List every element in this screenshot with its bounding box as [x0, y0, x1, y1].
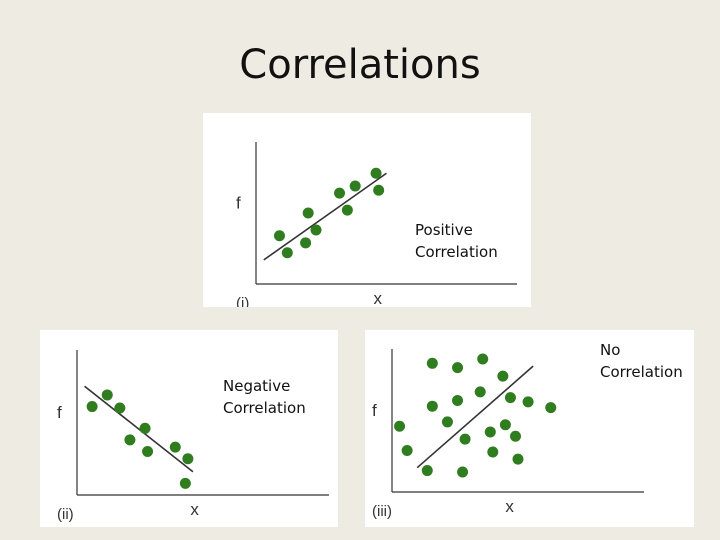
data-point: [300, 237, 312, 249]
x-axis-label: x: [373, 289, 382, 307]
annotation-line-2: Correlation: [223, 399, 306, 417]
data-point: [86, 401, 98, 413]
data-point: [522, 396, 534, 408]
data-point: [349, 180, 361, 192]
data-point: [394, 420, 406, 432]
data-point: [169, 441, 181, 453]
data-point: [484, 426, 496, 438]
data-point: [421, 465, 433, 477]
data-point: [341, 204, 353, 216]
data-point: [452, 362, 464, 374]
panel-label: (iii): [372, 503, 392, 520]
x-axis-label: x: [505, 497, 514, 516]
data-point: [477, 353, 489, 365]
data-point: [182, 453, 194, 465]
data-point: [457, 466, 469, 478]
data-point: [101, 389, 113, 401]
y-axis-label: f: [372, 401, 377, 420]
data-point: [499, 419, 511, 431]
data-point: [426, 400, 438, 412]
no-correlation-panel: f x (iii): [365, 330, 694, 527]
annotation-line-1: Positive: [415, 221, 473, 239]
data-point: [441, 416, 453, 428]
data-point: [273, 230, 285, 242]
data-point: [545, 402, 557, 414]
data-point: [509, 430, 521, 442]
no-correlation-chart: f x (iii): [372, 349, 644, 520]
data-point: [281, 247, 293, 259]
slide-title: Correlations: [239, 42, 481, 88]
y-axis-label: f: [57, 403, 62, 422]
data-point: [459, 433, 471, 445]
data-point: [142, 446, 154, 457]
x-axis-label: x: [190, 500, 199, 519]
data-point: [512, 453, 524, 465]
data-point: [139, 422, 151, 434]
trend-line: [416, 365, 534, 469]
data-point: [474, 386, 486, 398]
data-point: [370, 167, 382, 179]
data-point: [504, 392, 516, 404]
positive-correlation-chart: f x (i): [236, 142, 517, 307]
positive-correlation-panel: f x (i): [203, 113, 531, 307]
data-point: [334, 187, 346, 199]
annotation-line-2: Correlation: [415, 243, 498, 261]
annotation-line-1: Negative: [223, 377, 291, 395]
trend-line: [263, 172, 387, 261]
panel-label: (ii): [57, 506, 74, 523]
negative-correlation-panel: f x (ii): [40, 330, 338, 527]
trend-line: [84, 385, 194, 473]
data-point: [373, 184, 385, 196]
negative-correlation-chart: f x (ii): [57, 350, 329, 523]
data-point: [401, 445, 413, 457]
data-point: [310, 224, 322, 236]
data-point: [179, 477, 191, 489]
annotation-line-1: No: [600, 341, 621, 359]
positive-correlation-label: Positive Correlation: [415, 219, 498, 263]
data-point: [497, 370, 509, 382]
no-correlation-label: No Correlation: [600, 339, 683, 383]
data-point: [302, 207, 314, 219]
panel-label: (i): [236, 295, 249, 307]
data-point: [426, 357, 438, 369]
data-point: [487, 446, 499, 458]
data-point: [124, 434, 136, 446]
data-point: [114, 402, 126, 414]
y-axis-label: f: [236, 194, 241, 213]
data-point: [452, 394, 464, 406]
negative-correlation-label: Negative Correlation: [223, 375, 306, 419]
annotation-line-2: Correlation: [600, 363, 683, 381]
